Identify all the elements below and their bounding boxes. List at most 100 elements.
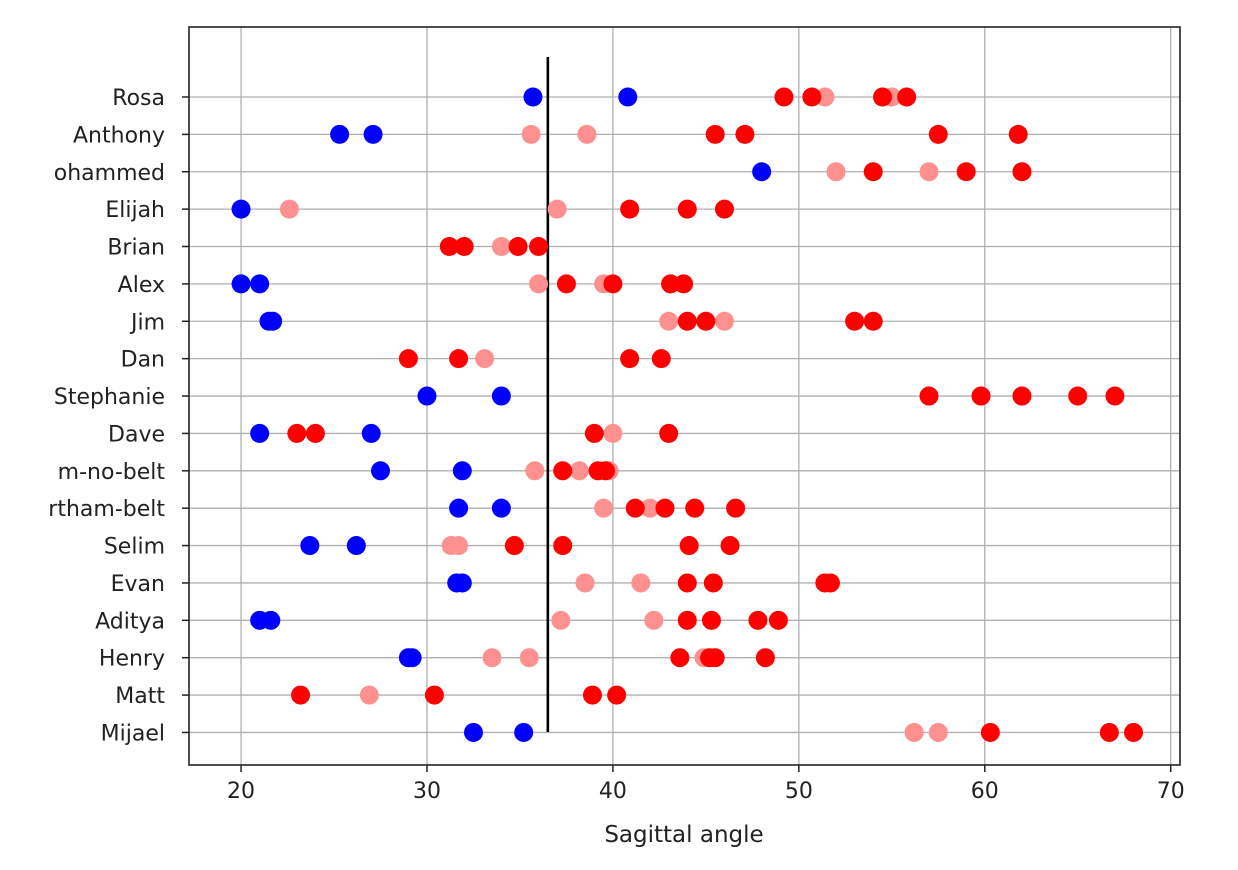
red-point [674, 274, 694, 294]
light-red-point [491, 237, 511, 257]
red-point [971, 386, 991, 406]
blue-point [449, 498, 469, 518]
red-point [1105, 386, 1125, 406]
blue-point [491, 498, 511, 518]
red-point [659, 423, 679, 443]
red-point [670, 648, 690, 668]
red-point [677, 311, 697, 331]
red-point [755, 648, 775, 668]
red-point [1012, 386, 1032, 406]
red-point [529, 237, 549, 257]
light-red-point [603, 423, 623, 443]
red-point [735, 124, 755, 144]
light-red-point [594, 498, 614, 518]
red-point [651, 349, 671, 369]
light-red-point [575, 573, 595, 593]
red-point [748, 610, 768, 630]
red-point [845, 311, 865, 331]
red-point [620, 199, 640, 219]
y-category-label: Matt [115, 684, 165, 709]
blue-point [363, 124, 383, 144]
x-tick-label: 40 [599, 779, 627, 804]
light-red-point [279, 199, 299, 219]
points-layer [231, 87, 1144, 742]
blue-point [346, 536, 366, 556]
light-red-point [919, 162, 939, 182]
y-category-label: m-no-belt [58, 460, 166, 485]
light-red-point [659, 311, 679, 331]
red-point [398, 349, 418, 369]
y-category-label: Dave [108, 422, 165, 447]
red-point [677, 199, 697, 219]
y-category-label: ohammed [54, 161, 165, 186]
red-point [449, 349, 469, 369]
x-tick-label: 60 [971, 779, 999, 804]
red-point [956, 162, 976, 182]
y-category-label: Mijael [101, 721, 165, 746]
red-point [677, 573, 697, 593]
blue-point [752, 162, 772, 182]
red-point [595, 461, 615, 481]
red-point [726, 498, 746, 518]
red-point [919, 386, 939, 406]
blue-point [491, 386, 511, 406]
red-point [701, 610, 721, 630]
red-point [553, 461, 573, 481]
blue-point [330, 124, 350, 144]
red-point [661, 274, 681, 294]
red-point [603, 274, 623, 294]
blue-point [618, 87, 638, 107]
y-category-label: Henry [99, 647, 165, 672]
blue-point [402, 648, 422, 668]
red-point [504, 536, 524, 556]
light-red-point [577, 124, 597, 144]
light-red-point [826, 162, 846, 182]
red-point [508, 237, 528, 257]
red-point [287, 423, 307, 443]
blue-point [452, 461, 472, 481]
light-red-point [359, 685, 379, 705]
y-category-label: Anthony [73, 123, 165, 148]
red-point [679, 536, 699, 556]
red-point [705, 124, 725, 144]
y-category-label: rtham-belt [48, 497, 165, 522]
light-red-point [631, 573, 651, 593]
x-axis-label: Sagittal angle [604, 822, 763, 848]
light-red-point [525, 461, 545, 481]
red-point [980, 722, 1000, 742]
red-point [1124, 722, 1144, 742]
light-red-point [640, 498, 660, 518]
blue-point [261, 610, 281, 630]
red-point [556, 274, 576, 294]
blue-point [250, 274, 270, 294]
red-point [696, 311, 716, 331]
red-point [768, 610, 788, 630]
blue-point [361, 423, 381, 443]
red-point [685, 498, 705, 518]
red-point [705, 648, 725, 668]
red-point [582, 685, 602, 705]
y-category-label: Selim [104, 535, 165, 560]
red-point [1012, 162, 1032, 182]
red-point [553, 536, 573, 556]
red-point [1008, 124, 1028, 144]
blue-point [250, 423, 270, 443]
blue-point [263, 311, 283, 331]
light-red-point [714, 311, 734, 331]
light-red-point [551, 610, 571, 630]
light-red-point [475, 349, 495, 369]
light-red-point [449, 536, 469, 556]
blue-point [371, 461, 391, 481]
y-category-label: Evan [111, 572, 165, 597]
red-point [439, 237, 459, 257]
red-point [714, 199, 734, 219]
blue-point [514, 722, 534, 742]
red-point [655, 498, 675, 518]
blue-point [300, 536, 320, 556]
red-point [820, 573, 840, 593]
red-point [863, 311, 883, 331]
x-tick-label: 20 [227, 779, 255, 804]
ticks-layer: 20 30 40 50 60 70 Rosa Anthony ohammed Elijah Bria… [48, 86, 1184, 804]
red-point [873, 87, 893, 107]
